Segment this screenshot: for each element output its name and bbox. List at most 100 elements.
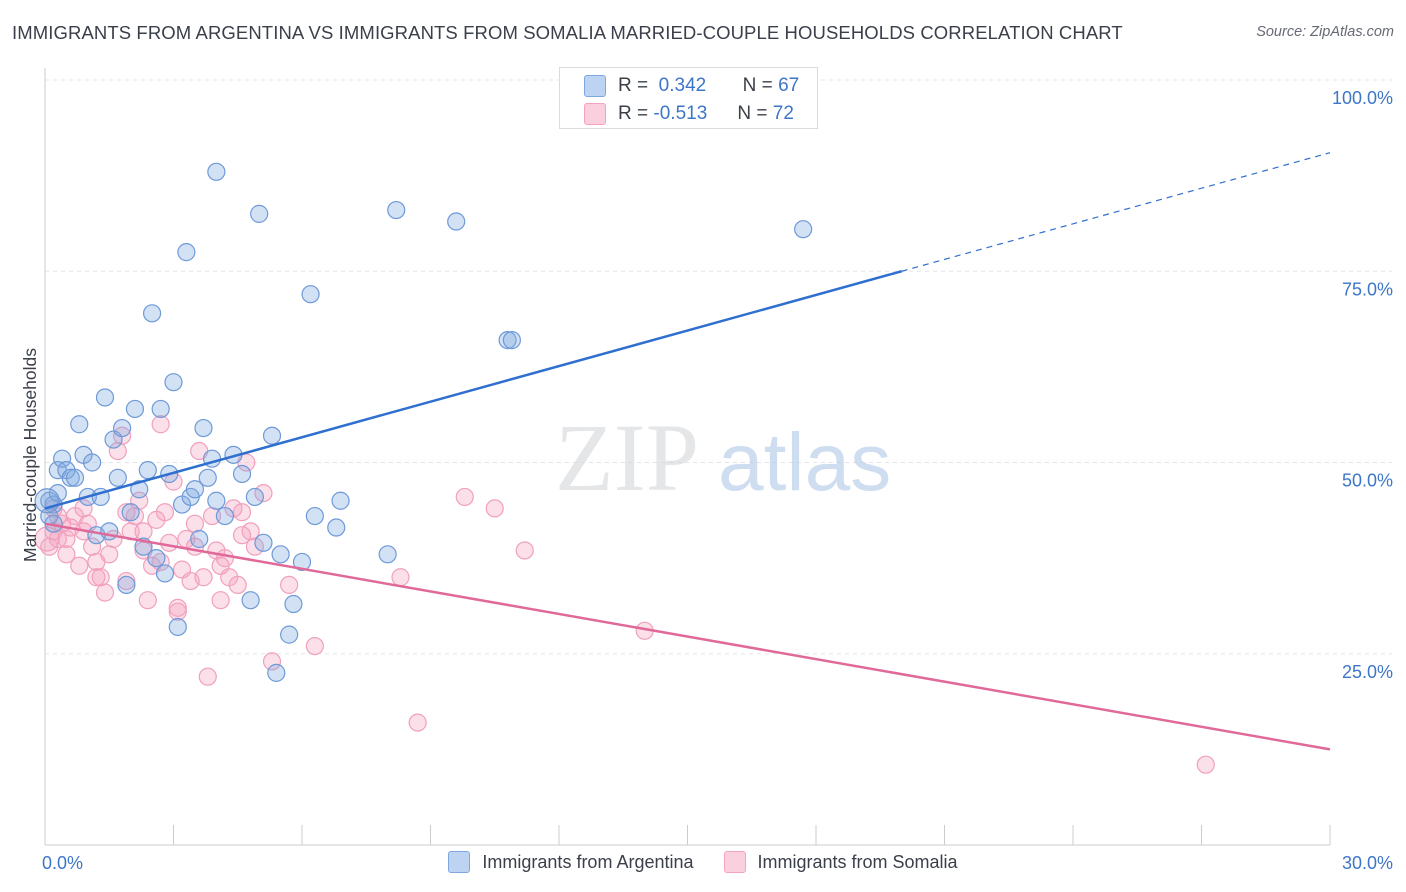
- trend-line-argentina: [44, 270, 903, 510]
- point-somalia: [168, 602, 187, 621]
- source-label: Source: ZipAtlas.com: [1256, 24, 1394, 40]
- point-somalia: [155, 503, 175, 522]
- point-somalia: [117, 503, 136, 522]
- stats-row-somalia: R = -0.513 N = 72: [584, 100, 794, 128]
- point-argentina: [95, 388, 115, 407]
- point-argentina: [254, 533, 273, 552]
- trend-lines: [44, 152, 1331, 751]
- point-somalia: [160, 533, 179, 552]
- point-argentina: [284, 594, 303, 614]
- point-argentina: [387, 200, 406, 220]
- point-somalia: [34, 526, 60, 552]
- point-argentina: [125, 399, 145, 419]
- point-argentina: [292, 552, 312, 572]
- y-axis-label: Married-couple Households: [20, 348, 40, 562]
- argentina-legend-swatch: [448, 851, 471, 873]
- point-somalia: [254, 484, 273, 503]
- axes: [44, 68, 1331, 846]
- y-tick-label: 100.0%: [1332, 88, 1393, 108]
- watermark-zip: ZIP: [555, 404, 699, 511]
- r-value-somalia: -0.513: [653, 103, 708, 124]
- point-somalia: [232, 503, 252, 522]
- point-argentina: [130, 480, 149, 499]
- point-argentina: [498, 331, 517, 350]
- point-argentina: [70, 415, 89, 434]
- chart-title: IMMIGRANTS FROM ARGENTINA VS IMMIGRANTS …: [12, 22, 1123, 43]
- watermark-atlas: atlas: [718, 417, 891, 508]
- y-tick-label: 75.0%: [1342, 279, 1393, 299]
- point-argentina: [112, 418, 132, 438]
- point-somalia: [95, 583, 115, 602]
- point-argentina: [108, 468, 127, 487]
- series-argentina-points: [34, 162, 813, 682]
- legend-item-somalia[interactable]: Immigrants from Somalia: [723, 851, 958, 873]
- point-argentina: [331, 491, 350, 510]
- r-label: R =: [618, 75, 649, 96]
- point-argentina: [61, 468, 80, 487]
- n-value-somalia: 72: [772, 103, 794, 124]
- point-somalia: [70, 556, 89, 575]
- point-argentina: [147, 549, 166, 568]
- trend-line-argentina-extension: [901, 152, 1331, 272]
- point-argentina: [100, 522, 119, 541]
- point-somalia: [228, 575, 247, 595]
- point-argentina: [177, 243, 196, 262]
- trend-line-somalia: [44, 522, 1331, 751]
- point-argentina: [207, 162, 226, 181]
- x-tick-label: 0.0%: [42, 853, 83, 873]
- point-argentina: [280, 625, 299, 644]
- point-argentina: [83, 453, 102, 472]
- point-somalia: [455, 487, 474, 507]
- point-somalia: [198, 667, 217, 686]
- y-tick-label: 25.0%: [1342, 662, 1393, 682]
- point-somalia: [194, 568, 213, 587]
- point-argentina: [232, 464, 252, 484]
- point-argentina: [305, 506, 324, 526]
- series-legend: Immigrants from Argentina Immigrants fro…: [0, 851, 1406, 873]
- legend-label-argentina: Immigrants from Argentina: [482, 851, 694, 872]
- point-argentina: [794, 220, 813, 239]
- point-argentina: [185, 480, 205, 499]
- point-somalia: [262, 652, 282, 671]
- point-argentina: [198, 468, 217, 487]
- point-somalia: [515, 541, 534, 560]
- point-somalia: [134, 522, 153, 541]
- point-somalia: [117, 571, 136, 591]
- legend-item-argentina[interactable]: Immigrants from Argentina: [448, 851, 694, 873]
- point-somalia: [185, 514, 205, 533]
- point-somalia: [232, 526, 252, 545]
- point-argentina: [65, 468, 85, 487]
- legend-label-somalia: Immigrants from Somalia: [757, 851, 958, 872]
- point-somalia: [168, 598, 187, 617]
- point-somalia: [151, 415, 170, 434]
- argentina-swatch: [584, 75, 606, 97]
- r-value-argentina: 0.342: [658, 75, 707, 96]
- point-somalia: [408, 713, 427, 732]
- point-argentina: [121, 503, 140, 522]
- tick-labels: 100.0% 75.0% 50.0% 25.0% 0.0% 30.0%: [42, 88, 1393, 873]
- point-somalia: [211, 556, 230, 575]
- point-argentina: [142, 304, 162, 323]
- grid-lines: [45, 79, 1392, 655]
- point-argentina: [267, 663, 286, 682]
- point-somalia: [100, 545, 119, 564]
- point-somalia: [87, 568, 106, 587]
- point-argentina: [151, 399, 170, 419]
- point-argentina: [502, 331, 521, 350]
- x-tick-label: 30.0%: [1342, 853, 1393, 873]
- point-argentina: [48, 484, 67, 503]
- point-somalia: [57, 545, 76, 564]
- point-somalia: [211, 591, 230, 610]
- point-argentina: [447, 212, 466, 231]
- point-somalia: [280, 575, 299, 595]
- y-tick-label: 50.0%: [1342, 471, 1393, 491]
- point-argentina: [215, 506, 234, 526]
- point-somalia: [112, 426, 132, 445]
- point-argentina: [168, 617, 187, 637]
- point-argentina: [378, 545, 397, 564]
- point-argentina: [190, 529, 209, 549]
- point-argentina: [327, 518, 346, 537]
- point-argentina: [138, 461, 157, 480]
- point-somalia: [245, 537, 264, 556]
